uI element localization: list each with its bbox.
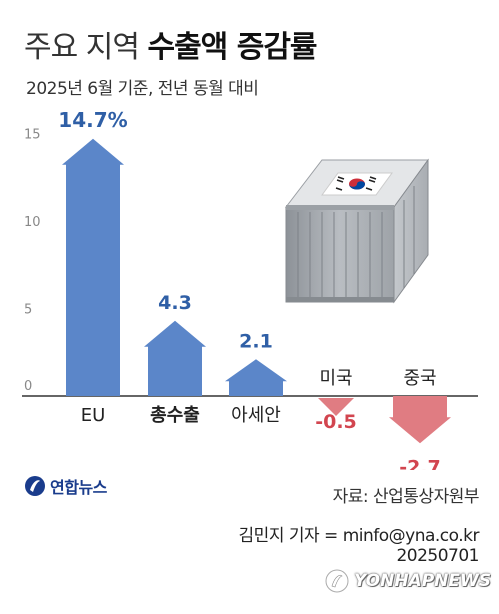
category-label: 총수출	[150, 405, 200, 426]
shipping-container-icon	[284, 158, 429, 304]
bar-중국	[389, 396, 451, 444]
byline: 김민지 기자 = minfo@yna.co.kr 20250701	[238, 526, 480, 566]
y-tick-label: 15	[24, 128, 41, 143]
watermark-logo-icon	[324, 568, 350, 594]
value-label: -0.5	[315, 411, 357, 433]
title-light: 주요 지역	[24, 30, 140, 65]
y-tick-label: 0	[24, 379, 32, 394]
byline-reporter: 김민지 기자 = minfo@yna.co.kr	[238, 526, 480, 546]
source-note: 자료: 산업통상자원부	[332, 487, 480, 507]
category-label: 미국	[319, 368, 352, 389]
value-label: 4.3	[158, 292, 192, 314]
byline-date: 20250701	[396, 546, 479, 566]
value-label: -2.7	[399, 456, 441, 470]
chart-title: 주요 지역 수출액 증감률	[24, 22, 318, 66]
y-tick-label: 10	[24, 215, 41, 230]
bar-chart: 0 5 10 15 EU 총수출 아세안 미국 중국 14.7% 4.3 2.1 -0.5 -2.7	[22, 108, 478, 470]
korean-flag-icon	[321, 172, 393, 196]
category-label: EU	[81, 405, 106, 426]
bar-아세안	[225, 359, 287, 396]
y-tick-label: 5	[24, 303, 32, 318]
chart-subtitle: 2025년 6월 기준, 전년 동월 대비	[26, 79, 259, 99]
watermark-text: YONHAPNEWS	[353, 571, 491, 591]
value-label: 14.7%	[58, 108, 127, 132]
watermark: YONHAPNEWS	[324, 568, 491, 594]
yonhap-logo: 연합뉴스	[24, 474, 107, 498]
bar-총수출	[144, 320, 206, 396]
value-label: 2.1	[239, 330, 273, 352]
bar-EU	[62, 138, 124, 396]
title-bold: 수출액 증감률	[147, 30, 317, 65]
category-label: 아세안	[231, 405, 281, 426]
logo-text: 연합뉴스	[50, 478, 107, 497]
bar-미국	[318, 398, 354, 416]
yonhap-logo-icon	[25, 476, 45, 496]
category-label: 중국	[403, 368, 436, 389]
